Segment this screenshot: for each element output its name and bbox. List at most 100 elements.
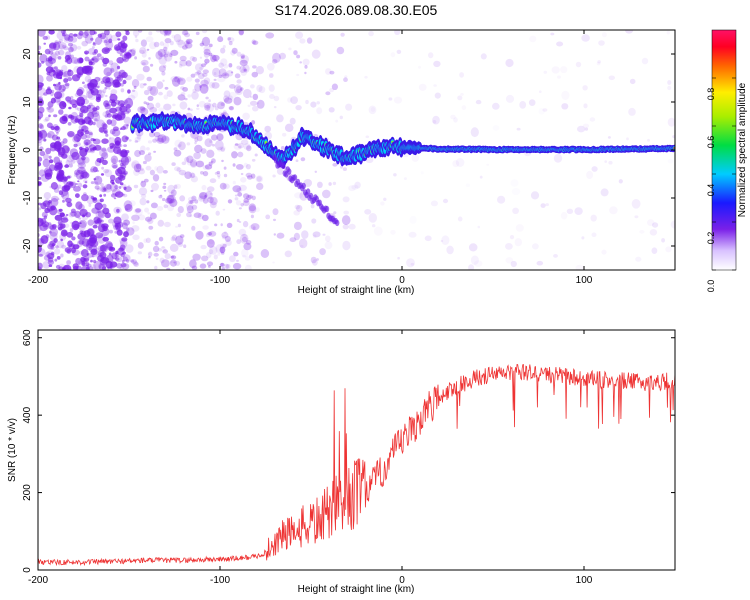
speckle: [56, 91, 65, 99]
speckle: [247, 104, 251, 108]
speckle: [104, 78, 111, 83]
speckle: [77, 180, 80, 183]
speckle: [136, 73, 145, 81]
speckle: [208, 249, 214, 255]
speckle: [222, 208, 226, 211]
speckle: [146, 48, 150, 51]
speckle: [634, 215, 639, 219]
speckle: [104, 87, 108, 90]
speckle: [232, 185, 242, 193]
speckle: [113, 197, 117, 200]
speckle: [44, 172, 53, 180]
speckle: [59, 101, 67, 110]
speckle: [93, 175, 103, 185]
speckle: [199, 263, 207, 269]
speckle: [58, 169, 65, 177]
speckle: [116, 208, 120, 213]
speckle: [49, 125, 53, 129]
snr-x-axis-label: Height of straight line (km): [298, 584, 415, 595]
speckle: [71, 220, 80, 231]
speckle: [228, 91, 237, 100]
speckle: [584, 127, 589, 131]
speckle: [70, 159, 76, 164]
speckle: [54, 83, 62, 91]
speckle: [101, 159, 108, 165]
speckle: [48, 159, 54, 164]
speckle: [170, 236, 176, 242]
speckle: [304, 65, 308, 69]
speckle: [61, 44, 67, 49]
speckle: [189, 56, 195, 61]
speckle: [101, 138, 109, 144]
speckle: [217, 101, 225, 110]
speckle: [40, 82, 44, 87]
speckle: [58, 162, 62, 166]
speckle: [591, 166, 598, 172]
speckle: [78, 57, 84, 63]
speckle: [67, 122, 72, 126]
speckle: [60, 30, 66, 34]
speckle: [57, 198, 60, 201]
speckle: [450, 114, 456, 120]
speckle: [232, 163, 236, 167]
speckle: [150, 189, 154, 193]
speckle: [213, 59, 218, 62]
speckle: [581, 34, 590, 42]
speckle: [119, 174, 124, 179]
speckle: [116, 65, 121, 70]
speckle: [38, 106, 45, 114]
speckle: [143, 89, 150, 96]
speckle: [468, 243, 478, 252]
speckle: [188, 200, 193, 205]
speckle: [582, 85, 588, 91]
spectrogram-x-tick-label: 0: [399, 275, 405, 286]
speckle: [295, 159, 299, 162]
speckle: [138, 214, 146, 221]
speckle: [222, 243, 227, 248]
speckle: [74, 210, 81, 218]
speckle: [348, 185, 356, 192]
speckle: [186, 40, 191, 44]
speckle: [102, 123, 108, 130]
speckle: [62, 138, 68, 144]
speckle: [47, 201, 52, 206]
speckle: [93, 49, 98, 54]
speckle: [84, 52, 88, 55]
speckle: [510, 260, 517, 268]
speckle: [530, 191, 540, 200]
speckle: [368, 105, 377, 115]
speckle: [233, 84, 242, 94]
speckle: [147, 95, 154, 101]
speckle: [112, 126, 119, 132]
speckle: [73, 66, 82, 74]
speckle: [295, 105, 302, 111]
speckle: [131, 161, 137, 169]
speckle: [53, 156, 60, 165]
speckle: [186, 155, 194, 164]
speckle: [123, 58, 127, 61]
speckle: [148, 255, 151, 259]
speckle: [195, 230, 204, 240]
speckle: [166, 194, 175, 204]
speckle: [393, 96, 403, 104]
spectrogram-y-axis-label: Frequency (Hz): [7, 116, 18, 185]
speckle: [216, 170, 220, 175]
speckle: [164, 38, 172, 44]
speckle: [505, 94, 515, 103]
speckle: [67, 131, 75, 137]
speckle: [220, 102, 225, 106]
speckle: [410, 216, 417, 224]
speckle: [165, 197, 173, 204]
speckle: [206, 103, 215, 112]
speckle: [154, 240, 159, 246]
speckle: [50, 97, 57, 104]
speckle: [38, 62, 42, 68]
speckle: [351, 184, 359, 190]
speckle: [87, 104, 96, 113]
speckle: [38, 226, 42, 232]
speckle: [505, 243, 513, 250]
speckle: [54, 125, 60, 131]
speckle: [107, 146, 116, 153]
speckle: [109, 146, 113, 149]
speckle: [72, 263, 79, 270]
